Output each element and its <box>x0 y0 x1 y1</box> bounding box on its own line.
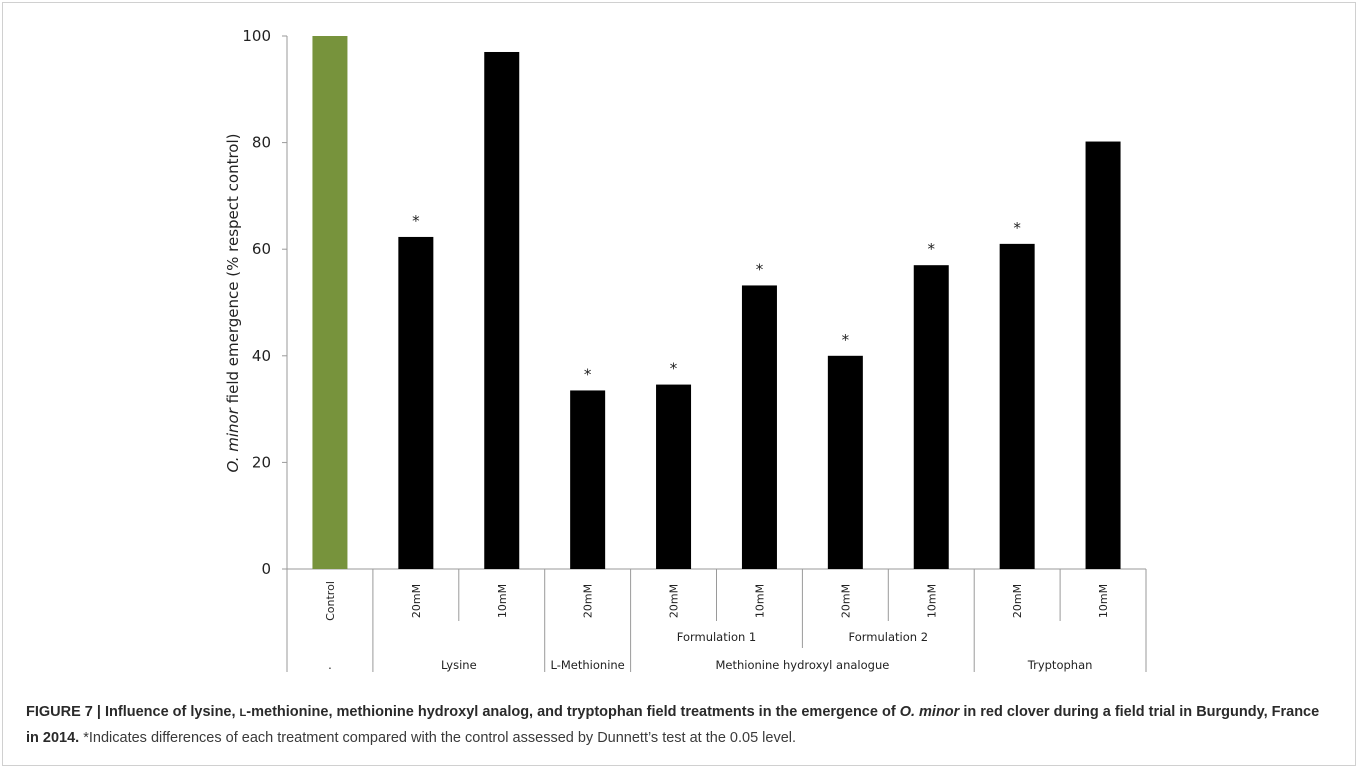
bar <box>398 236 434 570</box>
bar <box>570 390 606 569</box>
significance-marker: * <box>928 240 936 258</box>
category-label: 20mM <box>582 584 595 618</box>
category-label: 20mM <box>839 584 852 618</box>
category-label: 10mM <box>925 584 938 618</box>
bar-chart: O. minor field emergence (% respect cont… <box>224 27 1147 672</box>
y-tick-label: 20 <box>252 453 271 471</box>
group-label-level2: Formulation 2 <box>849 630 929 644</box>
y-tick-label: 80 <box>252 134 271 152</box>
category-label: 20mM <box>1011 584 1024 618</box>
category-label: 20mM <box>668 584 681 618</box>
figure-caption: FIGURE 7 | Influence of lysine, L-methio… <box>26 700 1336 751</box>
y-tick-label: 100 <box>242 27 271 45</box>
significance-marker: * <box>1013 219 1021 237</box>
group-label-level2: Formulation 1 <box>677 630 757 644</box>
group-label-level3: Lysine <box>441 658 477 672</box>
caption-title-part-1: -methionine, methionine hydroxyl analog,… <box>246 704 900 720</box>
category-label: 10mM <box>496 584 509 618</box>
significance-marker: * <box>842 331 850 349</box>
category-label: 20mM <box>410 584 423 618</box>
y-tick-label: 0 <box>261 560 271 578</box>
y-tick-label: 60 <box>252 240 271 258</box>
category-label: 10mM <box>753 584 766 618</box>
group-label-level3: Methionine hydroxyl analogue <box>715 658 889 672</box>
bar <box>827 355 863 569</box>
caption-figure-label: FIGURE 7 | Influence of lysine, <box>26 704 240 720</box>
group-label-level3: Tryptophan <box>1027 658 1093 672</box>
significance-marker: * <box>412 212 420 230</box>
bar <box>913 265 949 569</box>
bar <box>1085 141 1121 569</box>
bar <box>999 243 1035 569</box>
group-label-level3: L-Methionine <box>551 658 625 672</box>
caption-title-part-2: in red clover during a field trial in Bu… <box>26 704 1320 746</box>
caption-species: O. minor <box>899 704 960 720</box>
y-axis-label: O. minor field emergence (% respect cont… <box>224 134 242 473</box>
y-axis-label-text: field emergence (% respect control) <box>224 134 242 409</box>
bar <box>656 384 692 569</box>
y-axis-label-species: O. minor <box>224 407 242 472</box>
significance-marker: * <box>670 360 678 378</box>
category-label: 10mM <box>1097 584 1110 618</box>
y-tick-label: 40 <box>252 347 271 365</box>
caption-l-prefix: L <box>239 707 247 719</box>
bar <box>484 51 520 570</box>
caption-note: *Indicates differences of each treatment… <box>79 730 797 746</box>
bar <box>741 285 777 569</box>
significance-marker: * <box>756 260 764 278</box>
category-label: Control <box>324 581 337 621</box>
caption-title: FIGURE 7 | Influence of lysine, L-methio… <box>26 704 1319 746</box>
group-label-level3: . <box>328 658 332 672</box>
significance-marker: * <box>584 365 592 383</box>
bar <box>312 36 348 569</box>
